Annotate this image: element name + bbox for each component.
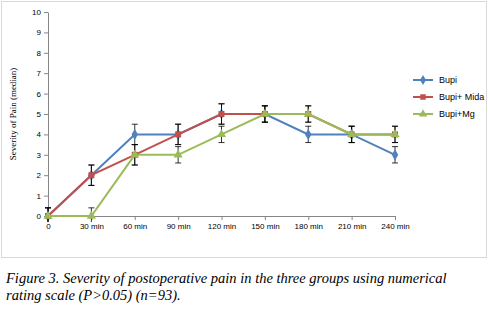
legend-item: Bupi+ Mida — [413, 92, 484, 102]
y-tick — [44, 53, 48, 54]
x-axis: 0 30 min 60 min 90 min 120 min 150 min 180 min… — [46, 216, 409, 231]
x-tick-label: 60 min — [123, 222, 147, 231]
y-tick-label: 5 — [37, 110, 42, 119]
x-tick-label: 120 min — [208, 222, 236, 231]
x-tick-label: 30 min — [80, 222, 104, 231]
marker — [260, 109, 269, 117]
y-tick-label: 7 — [37, 69, 42, 78]
x-tick — [395, 216, 396, 220]
x-tick — [135, 216, 136, 220]
y-tick — [44, 175, 48, 176]
y-axis: 0 1 2 3 4 5 6 7 8 9 10 — [32, 8, 48, 221]
y-tick — [44, 134, 48, 135]
y-tick-label: 0 — [37, 212, 42, 221]
x-tick — [265, 216, 266, 220]
y-tick-label: 1 — [37, 192, 42, 201]
y-tick-label: 2 — [37, 171, 42, 180]
x-tick — [308, 216, 309, 220]
y-tick-label: 9 — [37, 28, 42, 37]
error-bar — [175, 124, 181, 144]
x-tick-label: 150 min — [251, 222, 279, 231]
y-axis-line — [48, 13, 49, 217]
error-bar — [132, 124, 138, 144]
y-axis-title: Severity of Pain (median) — [8, 68, 18, 161]
error-bar — [88, 165, 94, 185]
x-tick — [222, 216, 223, 220]
marker — [43, 211, 52, 219]
caption: Figure 3. Severity of postoperative pain… — [6, 270, 476, 304]
marker — [219, 111, 225, 117]
series — [45, 104, 398, 222]
marker — [175, 131, 181, 137]
x-tick-label: 180 min — [295, 222, 323, 231]
chart-frame — [2, 2, 487, 258]
x-tick — [352, 216, 353, 220]
line — [48, 114, 395, 216]
legend-label: Bupi — [439, 75, 457, 85]
error-bar — [219, 104, 225, 124]
legend-label: Bupi+Mg — [439, 109, 475, 119]
marker — [390, 129, 399, 137]
error-bar — [88, 165, 94, 185]
marker — [217, 129, 226, 137]
marker — [347, 129, 356, 137]
marker — [304, 109, 313, 117]
error-bar — [392, 147, 398, 163]
chart: 0 1 2 3 4 5 6 7 8 9 10 0 30 min 60 min 90 min 120 min 15… — [0, 0, 488, 260]
legend-marker — [420, 94, 425, 99]
y-tick — [44, 12, 48, 13]
line — [48, 114, 395, 216]
legend-marker — [419, 109, 427, 116]
series — [43, 106, 399, 222]
y-tick — [44, 114, 48, 115]
error-bar — [175, 124, 181, 144]
marker — [87, 211, 96, 219]
legend-label: Bupi+ Mida — [439, 92, 484, 102]
y-tick — [44, 196, 48, 197]
y-tick-label: 10 — [32, 8, 41, 17]
marks — [43, 104, 399, 222]
error-bar — [305, 126, 311, 142]
marker — [305, 129, 311, 140]
series — [45, 104, 398, 222]
legend-item: Bupi+Mg — [413, 109, 475, 119]
y-tick-label: 3 — [37, 151, 42, 160]
y-tick-label: 8 — [37, 49, 42, 58]
legend: Bupi Bupi+ Mida Bupi+Mg — [413, 75, 484, 119]
x-tick-label: 90 min — [167, 222, 191, 231]
y-tick-label: 4 — [37, 130, 42, 139]
marker — [392, 149, 398, 160]
x-tick — [178, 216, 179, 220]
marker — [132, 129, 138, 140]
y-tick — [44, 155, 48, 156]
y-tick — [44, 73, 48, 74]
line — [48, 114, 395, 216]
x-tick-label: 0 — [46, 222, 51, 231]
legend-item: Bupi — [413, 75, 457, 85]
marker — [88, 172, 94, 178]
x-tick-label: 210 min — [338, 222, 366, 231]
marker — [130, 150, 139, 158]
x-tick-label: 240 min — [381, 222, 409, 231]
legend-marker — [420, 75, 426, 85]
y-tick — [44, 94, 48, 95]
y-tick — [44, 32, 48, 33]
error-bar — [219, 104, 225, 124]
y-tick-label: 6 — [37, 90, 42, 99]
marker — [174, 150, 183, 158]
plot: 0 1 2 3 4 5 6 7 8 9 10 0 30 min 60 min 90 min 120 min 15… — [32, 8, 410, 231]
